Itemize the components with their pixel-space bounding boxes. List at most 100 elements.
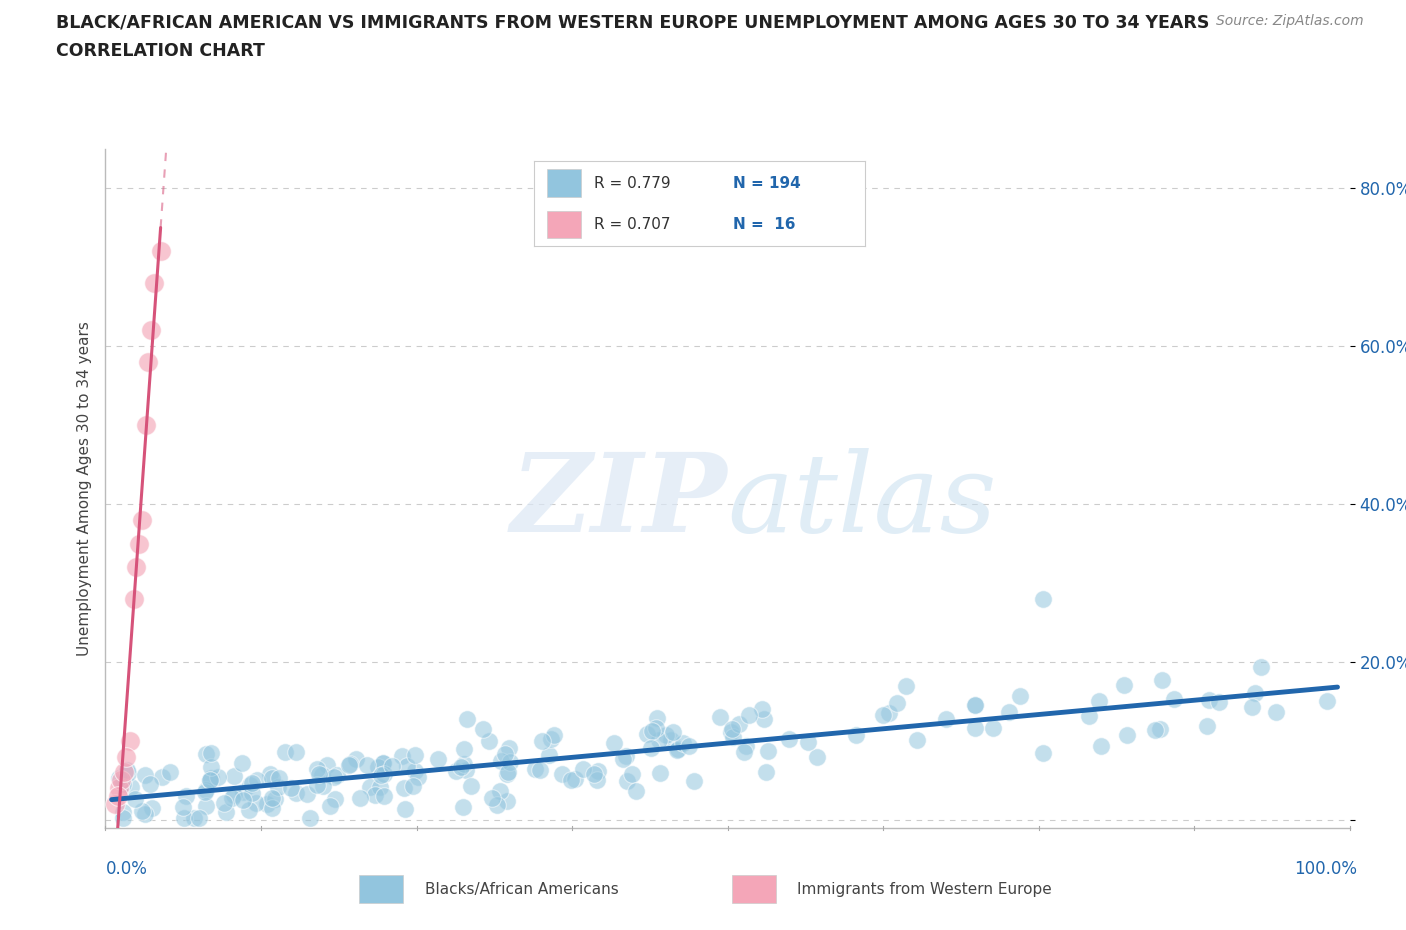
Text: CORRELATION CHART: CORRELATION CHART (56, 42, 266, 60)
Point (1143, 723, 1166, 737)
Point (450, 760, 472, 775)
Point (298, 811, 321, 826)
Point (998, 705, 1021, 720)
Point (260, 771, 283, 786)
Point (122, 591, 145, 606)
Point (232, 784, 254, 799)
Point (738, 708, 761, 723)
Point (1241, 699, 1264, 714)
Point (1008, 688, 1031, 703)
Point (1244, 685, 1267, 700)
Text: 100.0%: 100.0% (1294, 860, 1357, 878)
Point (111, 774, 134, 789)
Point (872, 708, 894, 723)
Point (963, 698, 986, 712)
Point (1163, 692, 1185, 707)
Point (194, 785, 217, 800)
Point (614, 749, 637, 764)
Point (845, 727, 868, 742)
Text: R = 0.779: R = 0.779 (593, 176, 671, 191)
Bar (359, 875, 402, 903)
Point (285, 744, 308, 759)
Point (150, 770, 173, 785)
Point (238, 803, 260, 817)
Point (682, 774, 704, 789)
Text: atlas: atlas (728, 448, 997, 555)
Point (733, 745, 755, 760)
Point (453, 757, 475, 772)
Point (131, 512, 153, 527)
Point (215, 804, 238, 819)
Point (560, 773, 582, 788)
Point (115, 750, 138, 764)
Point (308, 767, 330, 782)
Point (264, 792, 287, 807)
Point (453, 741, 475, 756)
Point (239, 777, 262, 792)
Point (267, 770, 290, 785)
Point (232, 792, 254, 807)
Point (188, 811, 211, 826)
Point (212, 796, 235, 811)
Point (245, 796, 267, 811)
Point (1078, 709, 1101, 724)
Point (305, 777, 328, 792)
Point (125, 560, 148, 575)
Point (755, 764, 778, 779)
Point (108, 771, 131, 786)
Point (118, 734, 141, 749)
Point (318, 798, 340, 813)
Point (231, 755, 253, 770)
Point (1264, 705, 1286, 720)
Point (481, 790, 503, 805)
Point (571, 762, 593, 777)
Point (260, 801, 283, 816)
Point (139, 323, 162, 338)
Point (499, 754, 522, 769)
Point (173, 811, 195, 826)
Point (886, 696, 908, 711)
Point (198, 773, 221, 788)
Point (935, 711, 957, 726)
Point (735, 738, 758, 753)
Point (117, 766, 139, 781)
Point (135, 418, 157, 432)
Point (128, 536, 150, 551)
Point (104, 797, 127, 812)
Text: 0.0%: 0.0% (105, 860, 148, 878)
Point (640, 741, 662, 756)
Point (648, 732, 671, 747)
Point (1250, 659, 1272, 674)
Point (143, 275, 166, 290)
Point (359, 780, 381, 795)
Point (612, 751, 634, 766)
Point (583, 766, 606, 781)
Point (406, 769, 429, 784)
Point (323, 769, 346, 784)
Point (645, 721, 668, 736)
Point (120, 779, 142, 794)
Point (110, 773, 132, 788)
Point (564, 772, 586, 787)
Point (1087, 693, 1109, 708)
Point (495, 766, 517, 781)
Point (496, 765, 519, 780)
Point (756, 743, 779, 758)
Point (363, 788, 385, 803)
Bar (547, 169, 581, 197)
Text: R = 0.707: R = 0.707 (593, 217, 671, 232)
Point (665, 742, 688, 757)
Point (489, 754, 512, 769)
Point (1208, 695, 1230, 710)
Bar (731, 875, 776, 903)
Point (621, 766, 644, 781)
Point (647, 711, 669, 725)
Point (371, 756, 394, 771)
Point (262, 790, 284, 805)
Point (1316, 694, 1339, 709)
Point (134, 807, 156, 822)
Point (242, 776, 264, 790)
Point (200, 745, 222, 760)
Point (207, 770, 229, 785)
Point (394, 801, 416, 816)
